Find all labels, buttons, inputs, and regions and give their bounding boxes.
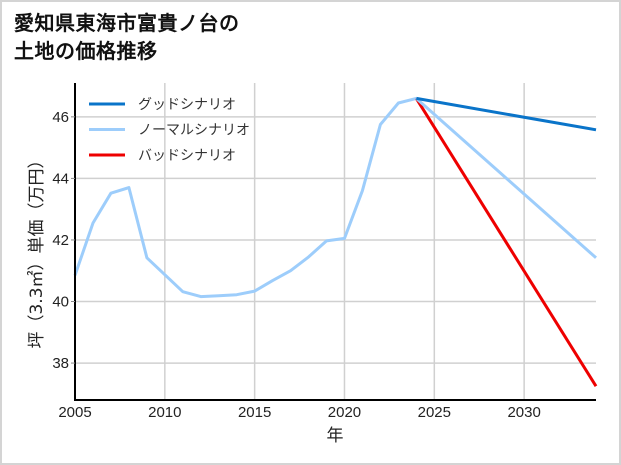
good-scenario-line [416, 96, 597, 132]
x-tick-label: 2025 [418, 404, 451, 421]
y-tick-label: 38 [52, 355, 69, 372]
x-tick-label: 2015 [238, 404, 271, 421]
historical-line [73, 96, 417, 299]
legend-label-good: グッドシナリオ [138, 97, 236, 113]
chart-title-line-2: 土地の価格推移 [14, 39, 158, 63]
x-tick-label: 2005 [58, 404, 91, 421]
chart-title-line-1: 愛知県東海市富貴ノ台の [14, 11, 240, 35]
normal-scenario-line [415, 97, 597, 259]
gridlines [75, 83, 596, 400]
axes [71, 83, 596, 401]
y-axis-label: 坪（3.3㎡）単価（万円） [27, 151, 47, 348]
legend-label-bad: バッドシナリオ [138, 148, 236, 164]
y-tick-label: 46 [52, 109, 69, 126]
y-tick-label: 44 [52, 170, 69, 187]
x-tick-label: 2010 [148, 404, 181, 421]
y-tick-label: 40 [52, 294, 69, 311]
chart-title: 愛知県東海市富貴ノ台の 土地の価格推移 [14, 9, 240, 65]
x-tick-label: 2030 [507, 404, 540, 421]
x-tick-label: 2020 [328, 404, 361, 421]
y-tick-label: 42 [52, 232, 69, 249]
tick-labels: 2005 2010 2015 2020 2025 2030 38 40 42 44 46 [52, 109, 541, 421]
data-lines [73, 96, 598, 387]
x-axis-label: 年 [327, 426, 344, 446]
bad-scenario-line [415, 97, 598, 387]
legend-label-normal: ノーマルシナリオ [138, 123, 250, 139]
